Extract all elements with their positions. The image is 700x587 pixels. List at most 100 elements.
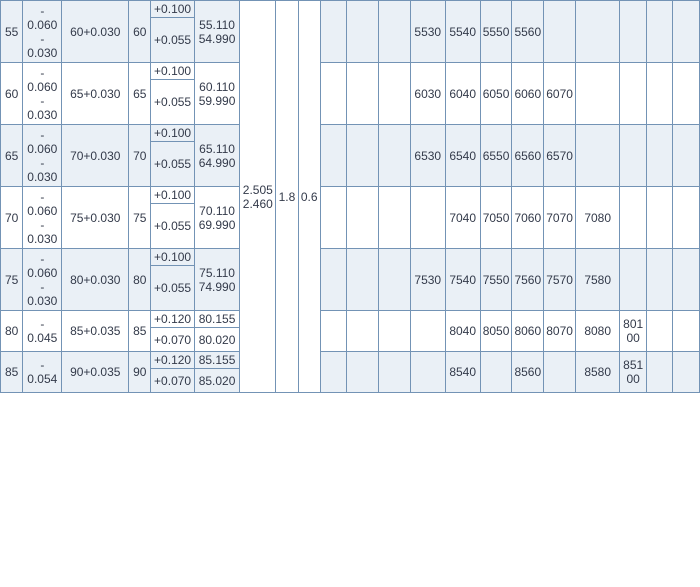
cell [320, 352, 346, 393]
cell: 85.155 [194, 352, 240, 369]
tolerance-table: 55-0.060-0.03060+0.03060+0.10055.11054.9… [0, 0, 700, 393]
cell: 5560 [512, 1, 544, 63]
cell [379, 1, 411, 63]
cell: +0.120 [151, 352, 194, 369]
cell [347, 311, 379, 352]
cell: 6530 [410, 125, 445, 187]
cell: 7540 [445, 249, 480, 311]
cell: 6570 [544, 125, 576, 187]
cell: -0.054 [23, 352, 62, 393]
cell: 7070 [544, 187, 576, 249]
cell: 60.11059.990 [194, 63, 240, 125]
cell: 75 [1, 249, 23, 311]
cell [410, 352, 445, 393]
cell [673, 187, 700, 249]
cell [320, 249, 346, 311]
cell: 7050 [480, 187, 512, 249]
cell: 90+0.035 [62, 352, 129, 393]
cell: +0.055 [151, 80, 194, 125]
cell: 55.11054.990 [194, 1, 240, 63]
cell: +0.070 [151, 369, 194, 393]
cell: 0.6 [298, 1, 320, 393]
cell: 6070 [544, 63, 576, 125]
cell [320, 1, 346, 63]
cell [347, 63, 379, 125]
cell: 8040 [445, 311, 480, 352]
cell: 2.5052.460 [240, 1, 276, 393]
cell: 7080 [575, 187, 619, 249]
cell: 80 [1, 311, 23, 352]
cell: 5540 [445, 1, 480, 63]
cell: 85100 [620, 352, 646, 393]
cell [575, 63, 619, 125]
cell: 8560 [512, 352, 544, 393]
cell: 80.155 [194, 311, 240, 328]
cell: 6550 [480, 125, 512, 187]
cell: 8070 [544, 311, 576, 352]
cell [480, 352, 512, 393]
cell [646, 187, 672, 249]
cell: 5550 [480, 1, 512, 63]
cell: -0.060-0.030 [23, 1, 62, 63]
cell: 7570 [544, 249, 576, 311]
cell: 5530 [410, 1, 445, 63]
cell: 85 [1, 352, 23, 393]
cell [646, 352, 672, 393]
cell [544, 1, 576, 63]
cell: 6030 [410, 63, 445, 125]
cell: 7560 [512, 249, 544, 311]
cell: 85+0.035 [62, 311, 129, 352]
cell [410, 187, 445, 249]
cell: +0.055 [151, 204, 194, 249]
cell: 80.020 [194, 328, 240, 352]
cell: 8080 [575, 311, 619, 352]
cell: 7530 [410, 249, 445, 311]
cell: 65 [1, 125, 23, 187]
cell [379, 352, 411, 393]
cell: 70+0.030 [62, 125, 129, 187]
cell [320, 311, 346, 352]
cell: 60 [129, 1, 151, 63]
cell: -0.060-0.030 [23, 63, 62, 125]
cell [673, 352, 700, 393]
cell: 7550 [480, 249, 512, 311]
cell: 7060 [512, 187, 544, 249]
cell [673, 125, 700, 187]
cell [575, 1, 619, 63]
cell: 85.020 [194, 369, 240, 393]
cell: 80 [129, 249, 151, 311]
cell: 70 [129, 125, 151, 187]
cell: 80+0.030 [62, 249, 129, 311]
cell [347, 249, 379, 311]
cell: 85 [129, 311, 151, 352]
cell [347, 187, 379, 249]
cell: 6540 [445, 125, 480, 187]
cell: 70 [1, 187, 23, 249]
cell: 1.8 [276, 1, 298, 393]
cell [347, 125, 379, 187]
cell [673, 311, 700, 352]
cell [620, 1, 646, 63]
cell [379, 187, 411, 249]
cell: +0.100 [151, 63, 194, 80]
cell: 65+0.030 [62, 63, 129, 125]
cell [620, 249, 646, 311]
cell: 8050 [480, 311, 512, 352]
cell: 60+0.030 [62, 1, 129, 63]
cell [646, 1, 672, 63]
cell: -0.060-0.030 [23, 249, 62, 311]
cell [379, 311, 411, 352]
cell [646, 125, 672, 187]
cell: +0.055 [151, 142, 194, 187]
cell [673, 63, 700, 125]
cell: +0.100 [151, 249, 194, 266]
cell: -0.060-0.030 [23, 125, 62, 187]
cell: 65.11064.990 [194, 125, 240, 187]
cell [673, 249, 700, 311]
cell: 7580 [575, 249, 619, 311]
cell [620, 125, 646, 187]
cell: 90 [129, 352, 151, 393]
cell [347, 352, 379, 393]
cell: 75.11074.990 [194, 249, 240, 311]
cell: 6060 [512, 63, 544, 125]
